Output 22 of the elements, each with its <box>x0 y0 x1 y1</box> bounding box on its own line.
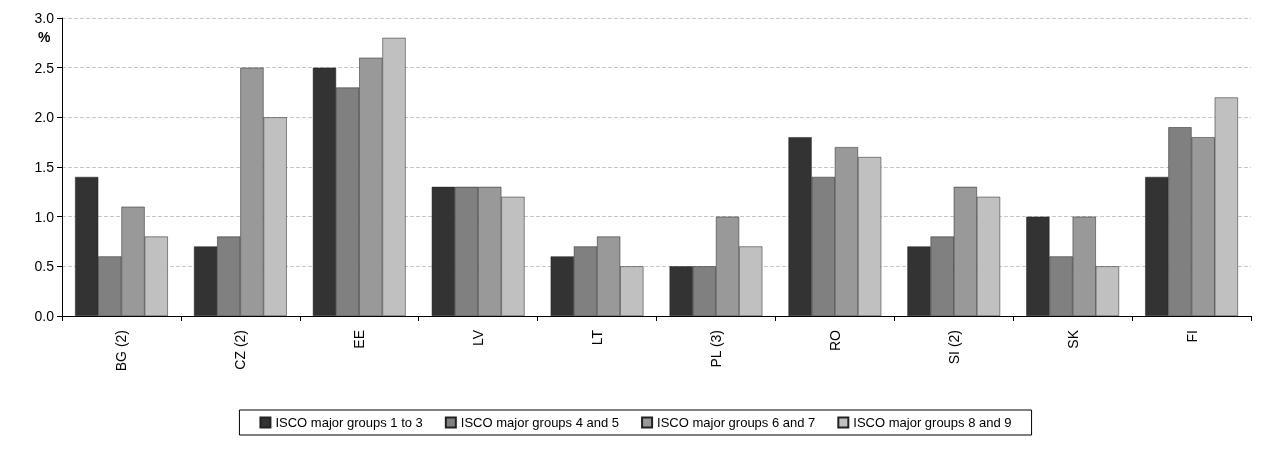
y-tick-label: 1.0 <box>34 208 55 225</box>
x-tick-label: LV <box>470 329 487 347</box>
y-axis-title: % <box>38 29 51 45</box>
x-tick-label: EE <box>351 330 368 349</box>
x-tick-label: PL (3) <box>707 330 724 368</box>
x-tick-label: FI <box>1183 330 1200 343</box>
legend-label: ISCO major groups 8 and 9 <box>853 415 1012 430</box>
y-tick-label: 1.5 <box>34 159 55 175</box>
x-tick-label: CZ (2) <box>232 330 249 370</box>
y-tick-label: 0.5 <box>34 258 55 275</box>
legend-label: ISCO major groups 4 and 5 <box>460 415 620 430</box>
x-tick-label: SK <box>1064 329 1081 349</box>
y-tick-label: 3.0 <box>34 10 55 26</box>
legend-label: ISCO major groups 1 to 3 <box>275 415 423 430</box>
x-tick-label: LT <box>589 329 606 346</box>
y-tick-label: 2.5 <box>34 59 55 76</box>
legend-label: ISCO major groups 6 and 7 <box>657 415 816 430</box>
x-tick-label: SI (2) <box>945 330 962 365</box>
y-tick-label: 2.0 <box>34 109 55 126</box>
x-tick-label: RO <box>826 329 843 351</box>
x-tick-label: BG (2) <box>113 330 130 372</box>
y-tick-label: 0.0 <box>34 308 55 324</box>
